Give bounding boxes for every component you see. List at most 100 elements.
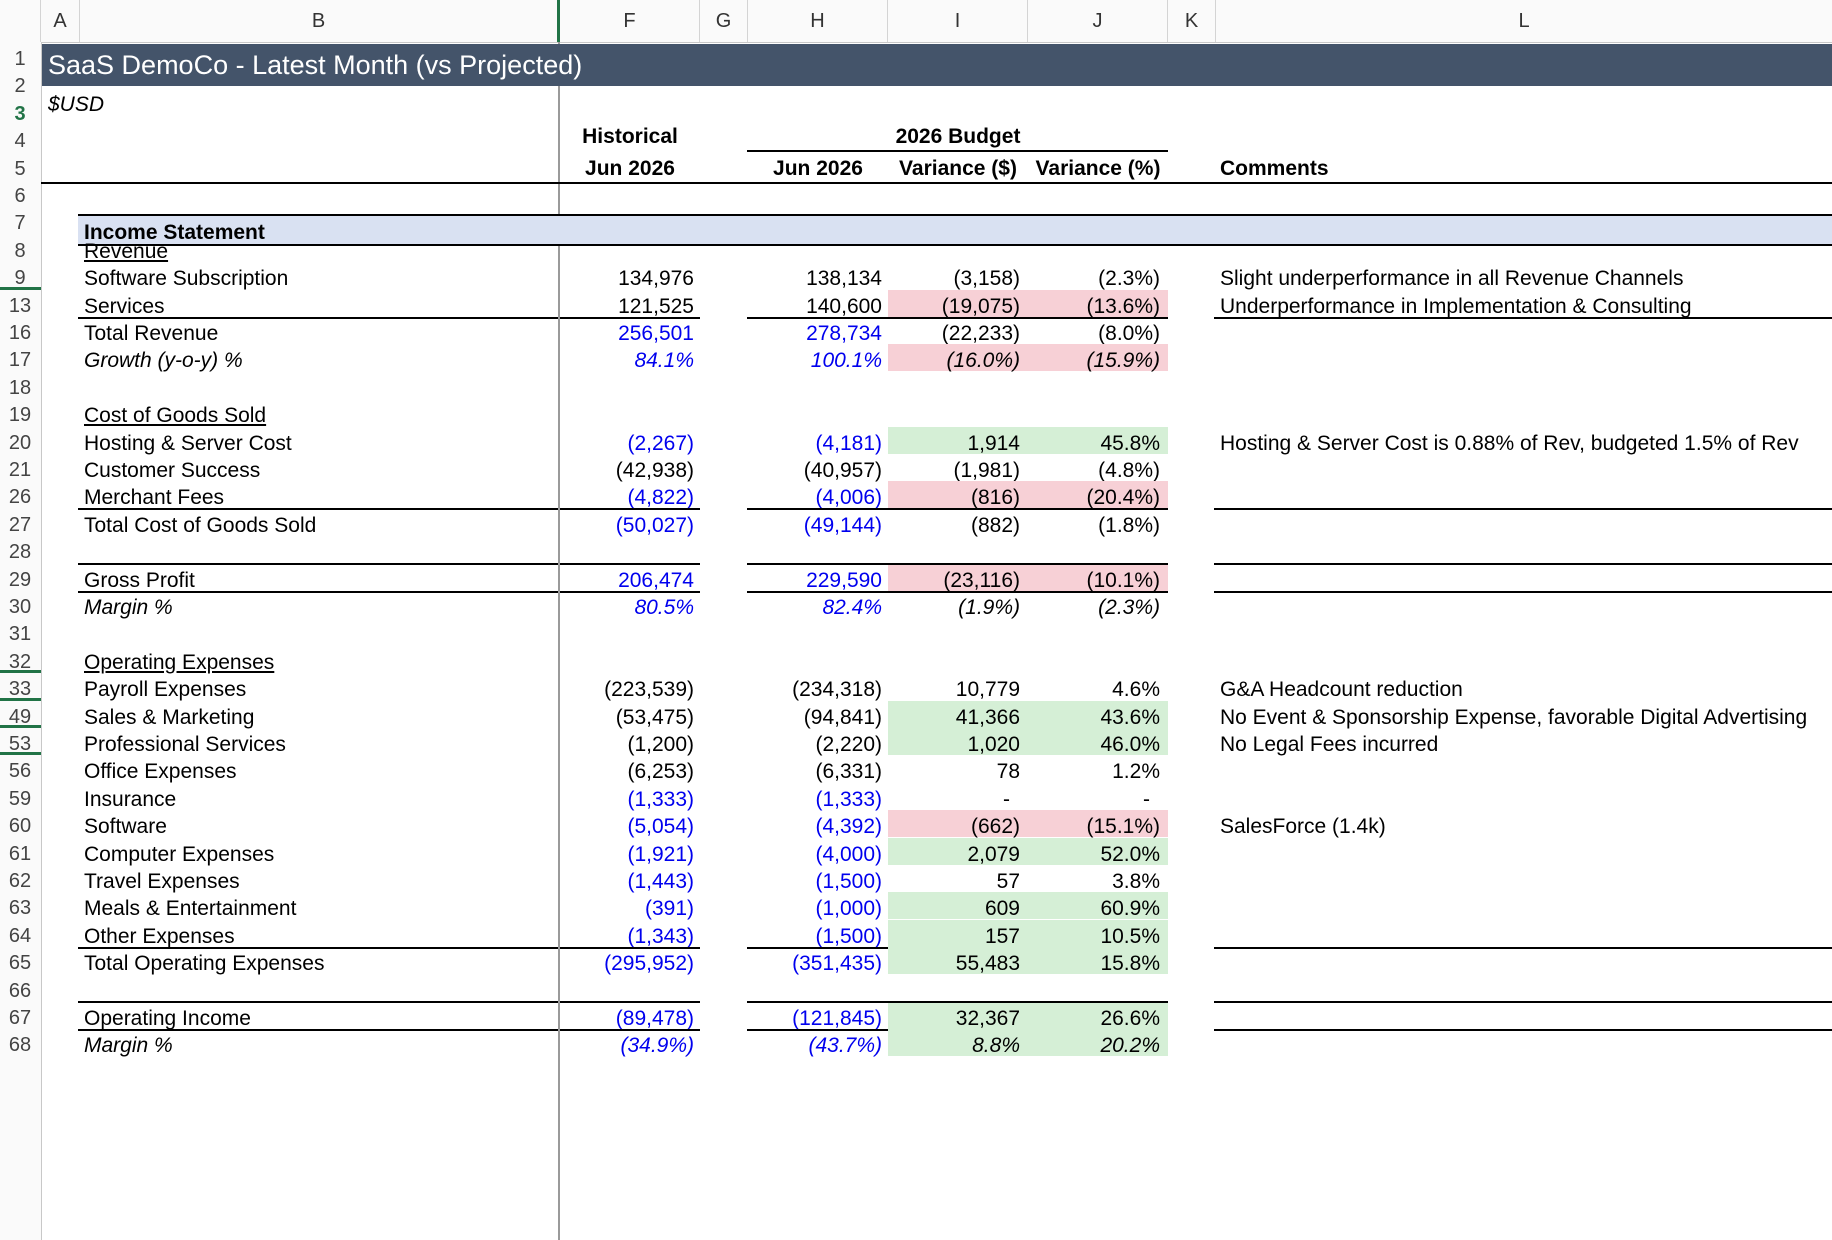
column-header-j[interactable]: J bbox=[1028, 0, 1168, 42]
line-item-label[interactable]: Other Expenses bbox=[84, 924, 235, 948]
section-title[interactable]: Income Statement bbox=[84, 221, 265, 244]
cell-f-value[interactable]: (1,443) bbox=[627, 870, 694, 893]
cell-j-value[interactable]: 15.8% bbox=[1100, 952, 1160, 976]
line-item-label[interactable]: Professional Services bbox=[84, 733, 286, 756]
cell-h-value[interactable]: (1,500) bbox=[815, 924, 882, 948]
cell-i-value[interactable]: (22,233) bbox=[941, 322, 1020, 345]
cell-h-value[interactable]: (40,957) bbox=[803, 459, 882, 482]
cell-j-value[interactable]: 20.2% bbox=[1100, 1034, 1160, 1058]
cell-j-value[interactable]: 45.8% bbox=[1100, 431, 1160, 455]
cell-i-value[interactable]: 2,079 bbox=[967, 842, 1020, 866]
cell-i-value[interactable]: 1,914 bbox=[967, 431, 1020, 455]
row-number[interactable]: 28 bbox=[8, 541, 32, 564]
column-header-i[interactable]: I bbox=[888, 0, 1028, 42]
row-number[interactable]: 6 bbox=[14, 185, 26, 207]
column-header-f[interactable]: F bbox=[560, 0, 700, 42]
line-item-label[interactable]: Insurance bbox=[84, 787, 177, 811]
cell-f-value[interactable]: 84.1% bbox=[634, 349, 694, 373]
cell-h-value[interactable]: 278,734 bbox=[806, 322, 882, 345]
column-header-g[interactable]: G bbox=[700, 0, 748, 42]
comment-text[interactable]: Underperformance in Implementation & Con… bbox=[1220, 294, 1692, 318]
comment-text[interactable]: Hosting & Server Cost is 0.88% of Rev, b… bbox=[1220, 431, 1799, 455]
row-number[interactable]: 21 bbox=[8, 459, 32, 481]
cell-h-value[interactable]: (234,318) bbox=[792, 678, 882, 702]
row-number[interactable]: 27 bbox=[8, 513, 32, 536]
cell-h-value[interactable]: (94,841) bbox=[803, 705, 882, 729]
select-all-corner[interactable] bbox=[0, 0, 41, 42]
column-header-b[interactable]: B bbox=[80, 0, 558, 42]
cell-f-value[interactable]: 206,474 bbox=[618, 568, 694, 592]
line-item-label[interactable]: Payroll Expenses bbox=[84, 678, 247, 702]
cell-f-value[interactable]: (34.9%) bbox=[620, 1034, 694, 1058]
cell-j-value[interactable]: (15.1%) bbox=[1086, 815, 1160, 839]
row-number[interactable]: 60 bbox=[8, 815, 32, 838]
column-header-k[interactable]: K bbox=[1168, 0, 1216, 42]
line-item-label[interactable]: Computer Expenses bbox=[84, 842, 275, 866]
row-number[interactable]: 7 bbox=[14, 212, 26, 235]
cell-j-value[interactable]: 3.8% bbox=[1112, 870, 1160, 893]
cell-f-value[interactable]: 134,976 bbox=[618, 267, 694, 291]
line-item-label[interactable]: Customer Success bbox=[84, 459, 261, 482]
cell-f-value[interactable]: (1,343) bbox=[627, 924, 694, 948]
line-item-label[interactable]: Cost of Goods Sold bbox=[84, 404, 267, 428]
line-item-label[interactable]: Operating Expenses bbox=[84, 650, 275, 674]
cell-i-value[interactable]: (16.0%) bbox=[946, 349, 1020, 373]
cell-f-value[interactable]: (89,478) bbox=[615, 1007, 694, 1030]
cell-f-value[interactable]: (6,253) bbox=[627, 760, 694, 784]
row-number[interactable]: 33 bbox=[8, 678, 32, 701]
cell-h-value[interactable]: 100.1% bbox=[810, 349, 882, 373]
cell-j-value[interactable]: (2.3%) bbox=[1098, 267, 1160, 291]
cell-h-value[interactable]: (4,000) bbox=[815, 842, 882, 866]
cell-i-value[interactable]: (1.9%) bbox=[958, 596, 1020, 619]
cell-i-value[interactable]: 41,366 bbox=[955, 705, 1020, 729]
cell-h-value[interactable]: (4,392) bbox=[815, 815, 882, 839]
line-item-label[interactable]: Total Cost of Goods Sold bbox=[84, 513, 317, 537]
line-item-label[interactable]: Total Revenue bbox=[84, 322, 219, 345]
cell-h-value[interactable]: (2,220) bbox=[815, 733, 882, 756]
cell-i-value[interactable]: 78 bbox=[996, 760, 1020, 784]
cell-j-value[interactable]: 43.6% bbox=[1100, 705, 1160, 729]
column-header-l[interactable]: L bbox=[1216, 0, 1832, 42]
line-item-label[interactable]: Hosting & Server Cost bbox=[84, 431, 292, 455]
row-number[interactable]: 18 bbox=[8, 376, 32, 399]
report-title[interactable]: SaaS DemoCo - Latest Month (vs Projected… bbox=[48, 50, 583, 80]
cell-h-value[interactable]: (4,181) bbox=[815, 431, 882, 455]
cell-h-value[interactable]: (1,500) bbox=[815, 870, 882, 893]
line-item-label[interactable]: Sales & Marketing bbox=[84, 705, 255, 729]
line-item-label[interactable]: Gross Profit bbox=[84, 568, 195, 592]
cell-h-value[interactable]: (1,000) bbox=[815, 897, 882, 921]
line-item-label[interactable]: Margin % bbox=[84, 1034, 173, 1058]
cell-i-value[interactable]: - bbox=[1003, 787, 1010, 811]
cell-f-value[interactable]: (5,054) bbox=[627, 815, 694, 839]
row-number[interactable]: 66 bbox=[8, 979, 32, 1002]
cell-j-value[interactable]: (4.8%) bbox=[1098, 459, 1160, 482]
row-number[interactable]: 49 bbox=[8, 705, 32, 728]
row-number[interactable]: 26 bbox=[8, 486, 32, 509]
cell-f-value[interactable]: 80.5% bbox=[634, 596, 694, 619]
line-item-label[interactable]: Services bbox=[84, 294, 165, 318]
line-item-label[interactable]: Office Expenses bbox=[84, 760, 237, 784]
cell-i-value[interactable]: 8.8% bbox=[972, 1034, 1020, 1058]
cell-i-value[interactable]: 609 bbox=[984, 897, 1020, 921]
cell-h-value[interactable]: 229,590 bbox=[806, 568, 882, 592]
cell-j-value[interactable]: 52.0% bbox=[1100, 842, 1160, 866]
cell-f-value[interactable]: (391) bbox=[644, 897, 694, 921]
cell-f-value[interactable]: 256,501 bbox=[618, 322, 694, 345]
cell-h-value[interactable]: (121,845) bbox=[792, 1007, 882, 1030]
cell-i-value[interactable]: 57 bbox=[996, 870, 1020, 893]
comment-text[interactable]: No Event & Sponsorship Expense, favorabl… bbox=[1220, 705, 1808, 729]
cell-i-value[interactable]: (662) bbox=[970, 815, 1020, 839]
row-number[interactable]: 68 bbox=[8, 1034, 32, 1057]
cell-h-value[interactable]: (49,144) bbox=[803, 513, 882, 537]
row-number[interactable]: 62 bbox=[8, 870, 32, 892]
cell-h-value[interactable]: (4,006) bbox=[815, 486, 882, 510]
cell-j-value[interactable]: (13.6%) bbox=[1086, 294, 1160, 318]
cell-j-value[interactable]: 1.2% bbox=[1112, 760, 1160, 784]
cell-j-value[interactable]: (1.8%) bbox=[1098, 513, 1160, 537]
comment-text[interactable]: Slight underperformance in all Revenue C… bbox=[1220, 267, 1684, 291]
row-number[interactable]: 13 bbox=[8, 294, 32, 317]
line-item-label[interactable]: Operating Income bbox=[84, 1007, 251, 1030]
budget-header[interactable]: 2026 Budget bbox=[895, 125, 1021, 148]
row-number[interactable]: 61 bbox=[8, 842, 32, 865]
